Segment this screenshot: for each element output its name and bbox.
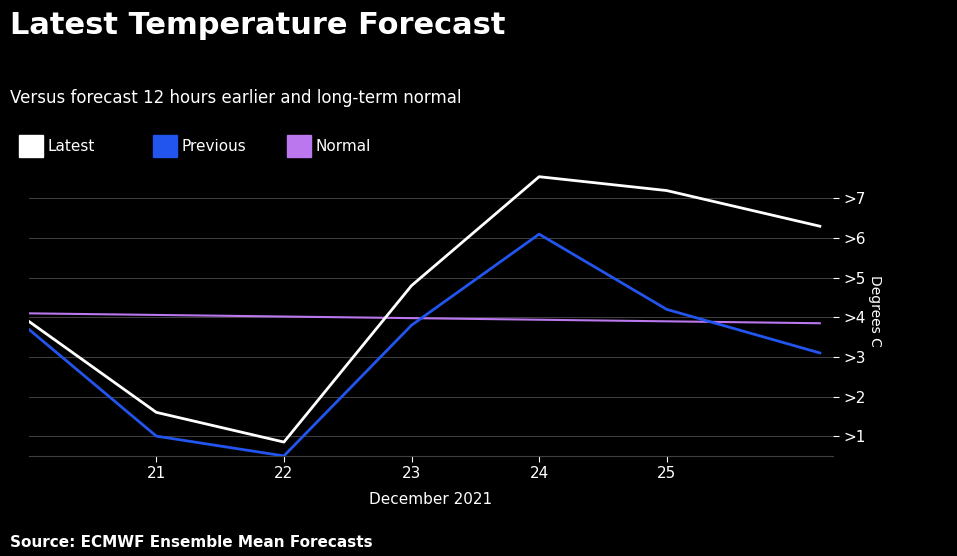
Text: Latest: Latest bbox=[48, 139, 96, 153]
Text: Previous: Previous bbox=[182, 139, 247, 153]
Text: Normal: Normal bbox=[316, 139, 371, 153]
X-axis label: December 2021: December 2021 bbox=[369, 493, 492, 508]
Text: Versus forecast 12 hours earlier and long-term normal: Versus forecast 12 hours earlier and lon… bbox=[10, 89, 461, 107]
Text: Source: ECMWF Ensemble Mean Forecasts: Source: ECMWF Ensemble Mean Forecasts bbox=[10, 535, 372, 550]
Y-axis label: Degrees C: Degrees C bbox=[868, 275, 882, 348]
Text: Latest Temperature Forecast: Latest Temperature Forecast bbox=[10, 11, 505, 40]
